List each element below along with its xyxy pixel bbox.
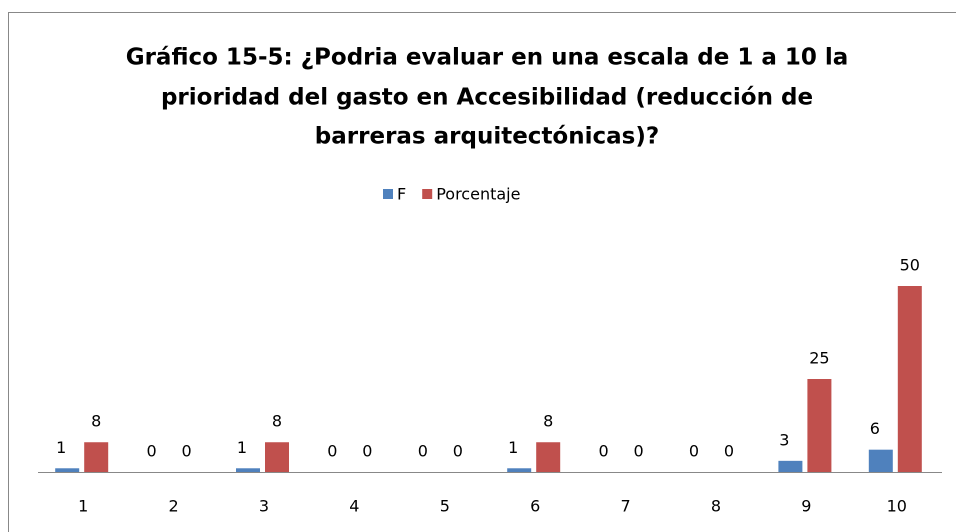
data-label: 0 — [599, 442, 609, 461]
data-label: 1 — [237, 438, 247, 457]
data-label: 1 — [508, 438, 518, 457]
x-tick-label: 7 — [621, 497, 631, 516]
data-label: 8 — [272, 412, 282, 431]
bar — [536, 442, 561, 472]
bar — [265, 442, 289, 472]
legend-label: Porcentaje — [436, 185, 520, 204]
x-tick-label: 2 — [169, 497, 179, 516]
data-label: 1 — [56, 438, 66, 457]
x-tick-label: 3 — [259, 497, 269, 516]
x-tick-label: 10 — [887, 497, 907, 516]
data-label: 0 — [453, 442, 463, 461]
legend-swatch — [422, 189, 433, 199]
chart-title: prioridad del gasto en Accesibilidad (re… — [161, 85, 813, 111]
bar — [507, 468, 532, 472]
bar — [55, 468, 80, 472]
bar — [778, 460, 803, 472]
x-tick-label: 8 — [711, 497, 721, 516]
bar — [897, 286, 922, 472]
data-label: 3 — [779, 430, 789, 449]
x-tick-label: 4 — [349, 497, 359, 516]
data-label: 8 — [543, 412, 553, 431]
data-label: 0 — [327, 442, 337, 461]
bar — [84, 442, 109, 472]
data-label: 0 — [634, 442, 644, 461]
bar — [868, 449, 893, 472]
data-label: 0 — [182, 442, 192, 461]
bar — [236, 468, 260, 472]
x-tick-label: 5 — [440, 497, 450, 516]
bar — [807, 379, 832, 472]
data-label: 25 — [809, 349, 829, 368]
x-tick-label: 1 — [78, 497, 88, 516]
data-label: 8 — [91, 412, 101, 431]
data-label: 0 — [689, 442, 699, 461]
data-label: 0 — [418, 442, 428, 461]
data-label: 0 — [147, 442, 157, 461]
chart-title: barreras arquitectónicas)? — [315, 124, 659, 150]
data-label: 0 — [724, 442, 734, 461]
x-tick-label: 6 — [530, 497, 540, 516]
data-label: 0 — [362, 442, 372, 461]
x-tick-label: 9 — [801, 497, 811, 516]
chart-title: Gráfico 15-5: ¿Podria evaluar en una esc… — [126, 45, 849, 71]
legend-swatch — [383, 189, 393, 199]
data-label: 50 — [900, 256, 920, 275]
data-label: 6 — [870, 419, 880, 438]
legend-label: F — [397, 185, 406, 204]
chart-frame — [8, 12, 956, 532]
